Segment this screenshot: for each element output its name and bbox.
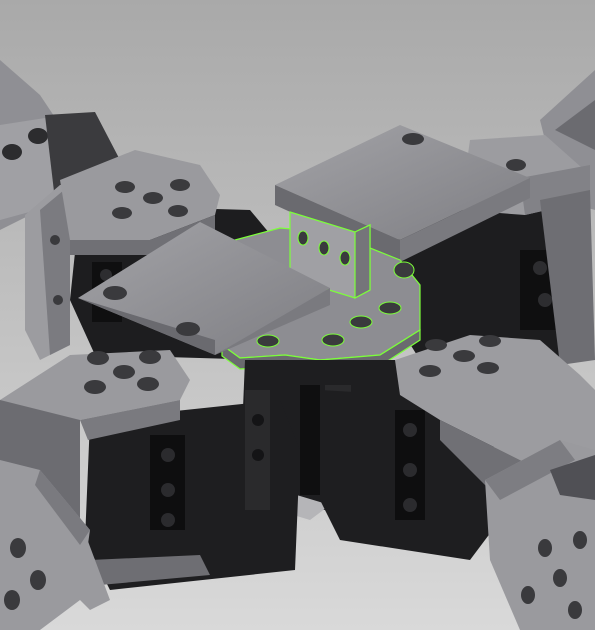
hole [161, 483, 175, 497]
hole [297, 230, 309, 246]
hole [378, 301, 402, 315]
hole [533, 261, 547, 275]
hole [170, 179, 190, 191]
servo-lower-left[interactable] [85, 390, 300, 590]
hole [506, 159, 526, 171]
hole [339, 250, 351, 266]
hole [137, 377, 159, 391]
hole [161, 448, 175, 462]
hole [393, 261, 415, 279]
hole [87, 351, 109, 365]
hole [10, 538, 26, 558]
hole [30, 570, 46, 590]
hole [403, 463, 417, 477]
hole [103, 286, 127, 300]
hole [256, 334, 280, 348]
hole [84, 380, 106, 394]
hole [425, 339, 447, 351]
hole [349, 315, 373, 329]
hole [402, 133, 424, 145]
plate-top-left[interactable] [78, 222, 330, 355]
arm-top-left[interactable] [0, 60, 120, 230]
bracket-upper-left[interactable] [25, 150, 220, 360]
hole [573, 531, 587, 549]
hole [139, 350, 161, 364]
hole [553, 569, 567, 587]
hole [143, 192, 163, 204]
arm-bottom-left[interactable] [0, 460, 90, 630]
hole [479, 335, 501, 347]
hole [53, 295, 63, 305]
hole [453, 350, 475, 362]
hole [318, 240, 330, 256]
hole [2, 144, 22, 160]
hole [28, 128, 48, 144]
hole [252, 449, 264, 461]
hole [161, 513, 175, 527]
hole [115, 181, 135, 193]
arm-bottom-right[interactable] [485, 440, 595, 630]
hole [568, 601, 582, 619]
hole [113, 365, 135, 379]
hole [477, 362, 499, 374]
hole [538, 539, 552, 557]
hole [521, 586, 535, 604]
hole [321, 333, 345, 347]
hole [176, 322, 200, 336]
hole [403, 498, 417, 512]
hole [419, 365, 441, 377]
hole [252, 414, 264, 426]
hole [4, 590, 20, 610]
hole [403, 423, 417, 437]
hole [168, 205, 188, 217]
hole [538, 293, 552, 307]
hole [112, 207, 132, 219]
hole [100, 269, 112, 281]
hole [50, 235, 60, 245]
